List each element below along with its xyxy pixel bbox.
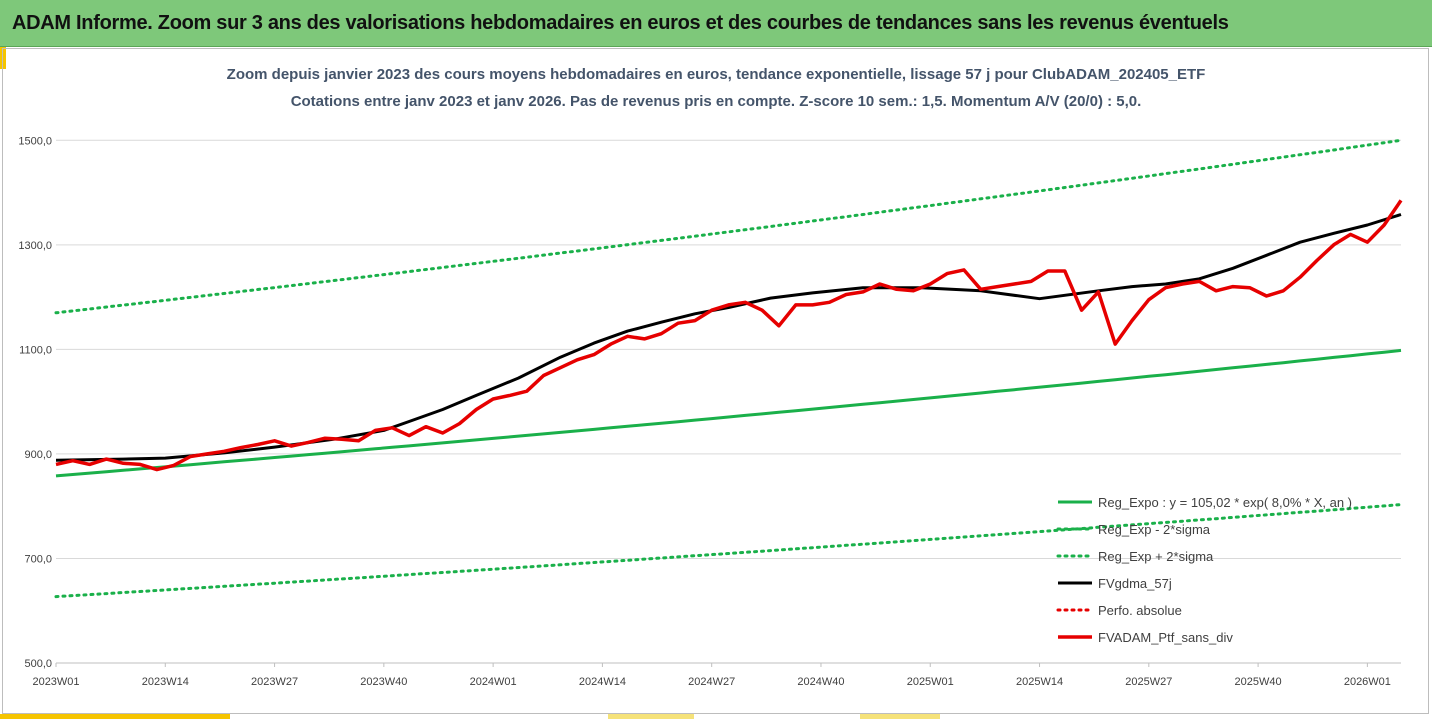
x-tick-label: 2023W40 [360, 676, 407, 688]
y-tick-label: 700,0 [24, 553, 52, 565]
reg-plus-2sigma-line [54, 138, 1403, 315]
x-tick-label: 2025W27 [1125, 676, 1172, 688]
legend-label: Perfo. absolue [1098, 603, 1182, 618]
y-tick-label: 900,0 [24, 449, 52, 461]
x-tick-label: 2024W27 [688, 676, 735, 688]
legend-label: FVADAM_Ptf_sans_div [1098, 630, 1233, 645]
x-tick-label: 2025W01 [907, 676, 954, 688]
report-banner: ADAM Informe. Zoom sur 3 ans des valoris… [0, 0, 1432, 47]
chart-frame [2, 48, 1429, 714]
chart-title: Zoom depuis janvier 2023 des cours moyen… [226, 66, 1206, 83]
accent-bar-bottom-3 [860, 714, 940, 719]
x-tick-label: 2023W01 [32, 676, 79, 688]
legend-label: Reg_Expo : y = 105,02 * exp( 8,0% * X, a… [1098, 495, 1352, 510]
accent-bar-bottom-2 [608, 714, 694, 719]
x-tick-label: 2024W14 [579, 676, 626, 688]
x-tick-label: 2025W14 [1016, 676, 1063, 688]
x-tick-label: 2024W01 [470, 676, 517, 688]
x-tick-label: 2023W14 [142, 676, 189, 688]
y-tick-label: 1300,0 [18, 240, 52, 252]
legend-label: Reg_Exp - 2*sigma [1098, 522, 1211, 537]
y-tick-label: 500,0 [24, 658, 52, 670]
legend-label: Reg_Exp + 2*sigma [1098, 549, 1214, 564]
accent-bar-left [0, 47, 6, 69]
x-tick-label: 2023W27 [251, 676, 298, 688]
y-tick-label: 1100,0 [19, 344, 52, 356]
reg-expo-line [55, 348, 1402, 478]
fvgdma-57j-line [55, 213, 1402, 462]
accent-bar-bottom [0, 714, 230, 719]
x-tick-label: 2024W40 [797, 676, 844, 688]
x-tick-label: 2026W01 [1344, 676, 1391, 688]
x-tick-label: 2025W40 [1235, 676, 1282, 688]
report-title: ADAM Informe. Zoom sur 3 ans des valoris… [12, 12, 1229, 34]
fvadam-ptf-line [55, 199, 1403, 472]
y-tick-label: 1500,0 [18, 135, 52, 147]
reg-minus-2sigma-line [54, 503, 1403, 599]
legend-label: FVgdma_57j [1098, 576, 1172, 591]
chart-subtitle: Cotations entre janv 2023 et janv 2026. … [290, 93, 1142, 110]
